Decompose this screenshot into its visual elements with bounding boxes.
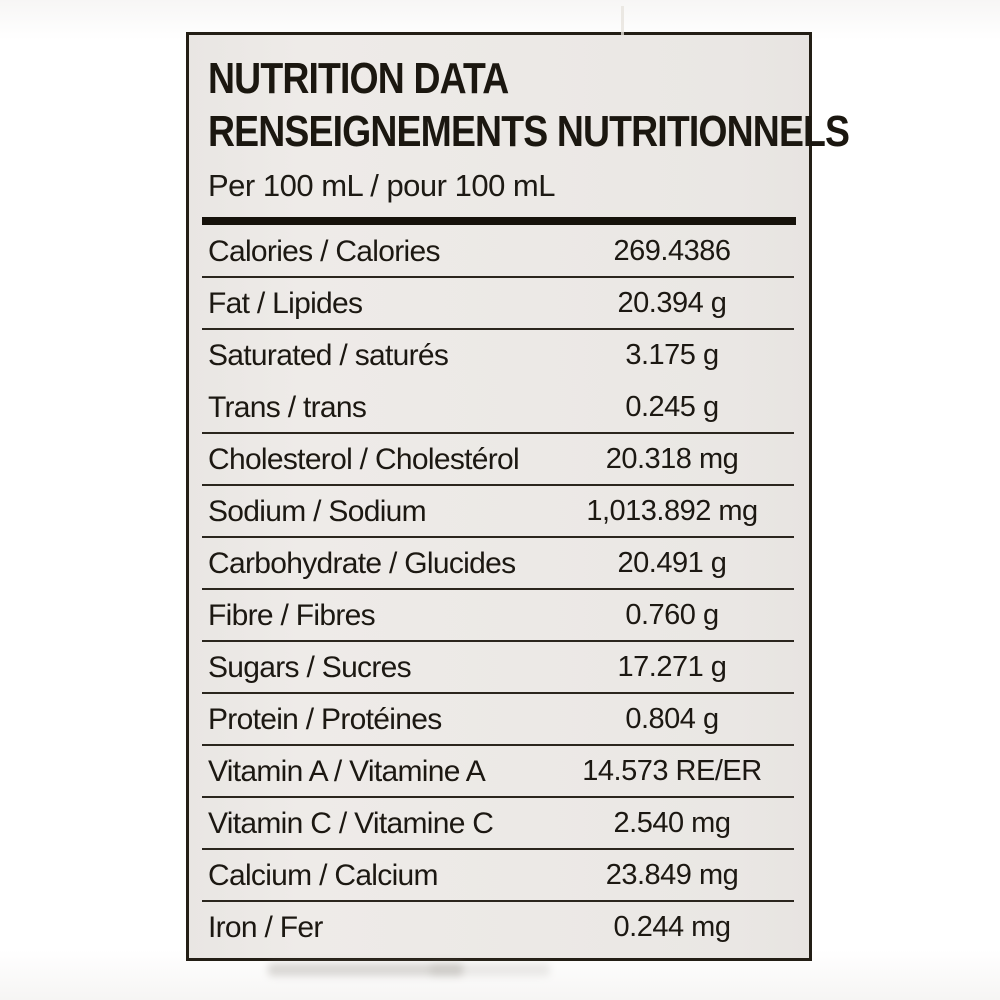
nutrient-value: 0.760 g [625,599,719,632]
table-row-line: Iron / Fer 0.244 mg [189,902,809,954]
nutrient-value: 17.271 g [617,651,727,684]
nutrient-name: Calcium / Calcium [208,858,439,892]
label-crease-mark [621,6,624,36]
table-row: Sodium / Sodium 1,013.892 mg [189,486,809,538]
label-title-fr: RENSEIGNEMENTS NUTRITIONNELS [208,106,850,156]
table-row: Fibre / Fibres 0.760 g [189,590,809,642]
nutrition-label: NUTRITION DATA RENSEIGNEMENTS NUTRITIONN… [186,32,850,961]
nutrient-name: Saturated / saturés [208,338,449,372]
table-row-line: Cholesterol / Cholestérol 20.318 mg [189,434,809,486]
nutrient-value: 2.540 mg [613,807,731,840]
nutrient-value: 0.244 mg [613,911,731,944]
nutrient-name: Trans / trans [208,390,367,424]
nutrient-name: Calories / Calories [208,234,440,268]
header-divider [202,216,796,225]
nutrient-value: 20.318 mg [605,443,739,476]
table-row: Vitamin C / Vitamine C 2.540 mg [189,798,809,850]
table-row: Vitamin A / Vitamine A 14.573 RE/ER [189,746,809,798]
nutrient-value: 1,013.892 mg [586,495,758,528]
table-row-line: Saturated / saturés 3.175 g [189,330,809,382]
table-row: Iron / Fer 0.244 mg [189,902,809,954]
table-row: Cholesterol / Cholestérol 20.318 mg [189,434,809,486]
label-title-en: NUTRITION DATA [208,54,509,103]
nutrient-rows: Calories / Calories 269.4386 Fat / Lipid… [189,226,809,958]
nutrient-name: Carbohydrate / Glucides [208,546,516,580]
nutrient-value: 0.804 g [625,703,719,736]
table-row-line: Carbohydrate / Glucides 20.491 g [189,538,809,590]
table-row-line: Vitamin C / Vitamine C 2.540 mg [189,798,809,850]
cutoff-print-smudge [268,963,463,976]
nutrient-name: Protein / Protéines [208,702,442,736]
nutrient-value: 0.245 g [625,391,719,424]
nutrient-name: Vitamin A / Vitamine A [208,754,486,788]
nutrient-name: Iron / Fer [208,910,323,944]
table-row: Carbohydrate / Glucides 20.491 g [189,538,809,590]
table-row: Saturated / saturés 3.175 g Trans / tran… [189,330,809,434]
nutrient-value: 14.573 RE/ER [582,755,762,788]
table-row-line: Fat / Lipides 20.394 g [189,278,809,330]
nutrient-value: 20.491 g [617,547,727,580]
table-row-line: Trans / trans 0.245 g [189,382,809,434]
nutrient-value: 269.4386 [613,235,731,268]
table-row: Protein / Protéines 0.804 g [189,694,809,746]
label-header: NUTRITION DATA RENSEIGNEMENTS NUTRITIONN… [189,35,850,204]
nutrient-name: Cholesterol / Cholestérol [208,442,520,476]
nutrient-name: Sodium / Sodium [208,494,427,528]
nutrient-name: Vitamin C / Vitamine C [208,806,494,840]
cutoff-print-smudge [430,963,550,976]
table-row-line: Sugars / Sucres 17.271 g [189,642,809,694]
table-row: Calcium / Calcium 23.849 mg [189,850,809,902]
table-row-line: Calories / Calories 269.4386 [189,226,809,278]
table-row-line: Vitamin A / Vitamine A 14.573 RE/ER [189,746,809,798]
nutrient-name: Fibre / Fibres [208,598,376,632]
nutrient-name: Sugars / Sucres [208,650,412,684]
table-row: Fat / Lipides 20.394 g [189,278,809,330]
serving-size: Per 100 mL / pour 100 mL [208,167,556,203]
table-row: Calories / Calories 269.4386 [189,226,809,278]
nutrient-value: 3.175 g [625,339,719,372]
table-row-line: Protein / Protéines 0.804 g [189,694,809,746]
nutrient-value: 20.394 g [617,287,727,320]
table-row-line: Fibre / Fibres 0.760 g [189,590,809,642]
table-row-line: Sodium / Sodium 1,013.892 mg [189,486,809,538]
table-row-line: Calcium / Calcium 23.849 mg [189,850,809,902]
nutrient-name: Fat / Lipides [208,286,363,320]
nutrient-value: 23.849 mg [605,859,739,892]
table-row: Sugars / Sucres 17.271 g [189,642,809,694]
